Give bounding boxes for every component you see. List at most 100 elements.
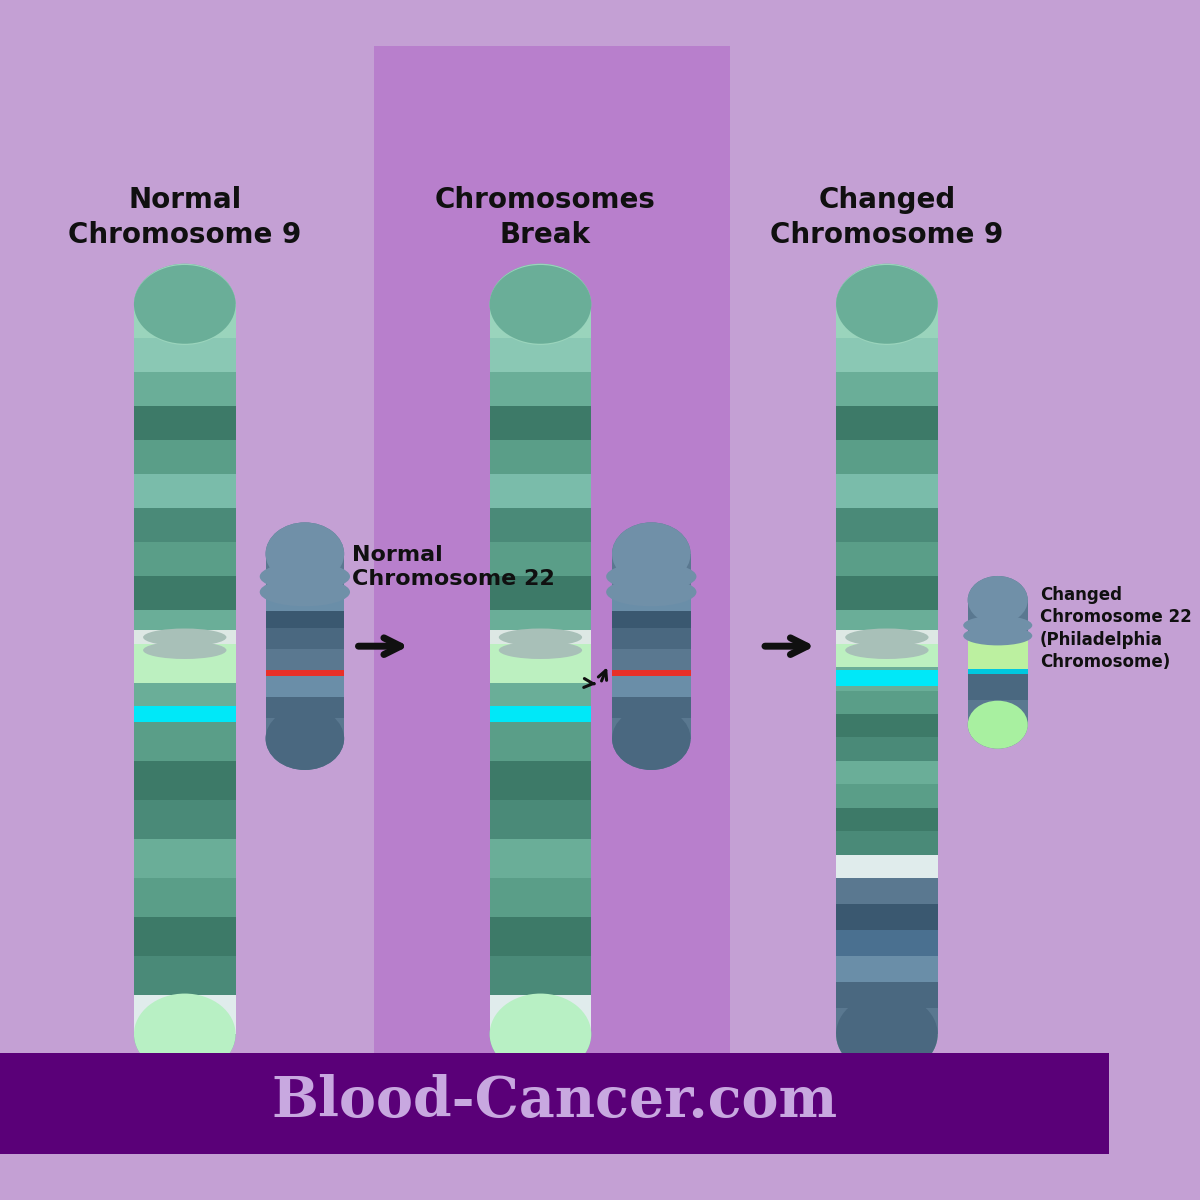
Bar — [490, 305, 592, 1034]
Bar — [967, 600, 1027, 725]
Ellipse shape — [134, 264, 235, 346]
Bar — [836, 542, 937, 576]
Bar — [836, 338, 937, 372]
Bar — [490, 338, 592, 372]
Bar — [612, 649, 690, 670]
Bar — [134, 707, 235, 722]
Bar — [967, 635, 1027, 670]
Ellipse shape — [259, 563, 350, 590]
Bar — [967, 670, 1027, 674]
Bar — [134, 995, 235, 1034]
Ellipse shape — [259, 578, 350, 606]
Bar — [836, 508, 937, 542]
Ellipse shape — [499, 629, 582, 646]
Bar — [265, 670, 344, 677]
Bar — [836, 305, 937, 1034]
Ellipse shape — [134, 994, 235, 1075]
Bar — [836, 738, 937, 761]
Bar — [134, 440, 235, 474]
Ellipse shape — [964, 626, 1032, 646]
Bar — [836, 761, 937, 785]
Bar — [836, 667, 937, 690]
Ellipse shape — [967, 701, 1027, 749]
Ellipse shape — [143, 629, 227, 646]
Bar — [836, 904, 937, 930]
Bar — [490, 707, 592, 722]
Bar — [490, 839, 592, 878]
Bar — [836, 714, 937, 738]
Bar — [612, 677, 690, 697]
Bar — [612, 590, 690, 611]
Bar — [836, 440, 937, 474]
Ellipse shape — [143, 642, 227, 659]
Bar — [134, 406, 235, 440]
Bar — [836, 878, 937, 904]
Bar — [265, 649, 344, 670]
Bar — [134, 917, 235, 956]
Bar — [836, 474, 937, 508]
Bar — [967, 674, 1027, 700]
Bar — [134, 508, 235, 542]
Bar — [836, 832, 937, 854]
Ellipse shape — [964, 616, 1032, 635]
Bar — [134, 878, 235, 917]
Text: Normal
Chromosome 22: Normal Chromosome 22 — [352, 545, 554, 589]
Bar — [134, 800, 235, 839]
Bar — [134, 761, 235, 800]
Bar — [836, 643, 937, 667]
Bar — [612, 697, 690, 718]
Ellipse shape — [836, 265, 937, 343]
Ellipse shape — [845, 629, 929, 646]
Ellipse shape — [499, 642, 582, 659]
Bar — [490, 474, 592, 508]
Bar — [134, 643, 235, 683]
Bar — [836, 610, 937, 643]
Bar — [836, 854, 937, 878]
Bar — [490, 643, 592, 683]
Bar — [0, 1052, 1109, 1154]
Bar — [490, 722, 592, 761]
Bar — [490, 305, 592, 338]
Bar — [490, 800, 592, 839]
Ellipse shape — [265, 522, 344, 586]
Bar — [836, 982, 937, 1008]
Bar — [836, 1008, 937, 1034]
Ellipse shape — [612, 522, 690, 586]
Bar — [134, 610, 235, 643]
Bar — [374, 46, 730, 1052]
Ellipse shape — [606, 578, 696, 606]
Ellipse shape — [606, 563, 696, 590]
Ellipse shape — [134, 265, 235, 343]
Ellipse shape — [134, 994, 235, 1075]
Bar — [134, 542, 235, 576]
Ellipse shape — [967, 576, 1027, 624]
Ellipse shape — [265, 707, 344, 770]
Bar — [134, 576, 235, 610]
Bar — [836, 630, 937, 658]
Bar — [490, 683, 592, 722]
Ellipse shape — [836, 994, 937, 1075]
Ellipse shape — [612, 707, 690, 770]
Text: Blood-Cancer.com: Blood-Cancer.com — [271, 1074, 838, 1129]
Bar — [265, 697, 344, 718]
Ellipse shape — [265, 707, 344, 770]
Ellipse shape — [490, 994, 592, 1075]
Bar — [490, 542, 592, 576]
Bar — [265, 677, 344, 697]
Ellipse shape — [490, 994, 592, 1075]
Bar — [265, 590, 344, 611]
Bar — [836, 305, 937, 338]
Bar — [836, 406, 937, 440]
Bar — [836, 576, 937, 610]
Ellipse shape — [490, 265, 592, 343]
Bar — [967, 700, 1027, 725]
Bar — [490, 995, 592, 1034]
Bar — [490, 630, 592, 658]
Bar — [265, 611, 344, 629]
Ellipse shape — [612, 707, 690, 770]
Bar — [490, 406, 592, 440]
Ellipse shape — [845, 642, 929, 659]
Bar — [612, 718, 690, 738]
Bar — [134, 305, 235, 1034]
Bar — [612, 554, 690, 738]
